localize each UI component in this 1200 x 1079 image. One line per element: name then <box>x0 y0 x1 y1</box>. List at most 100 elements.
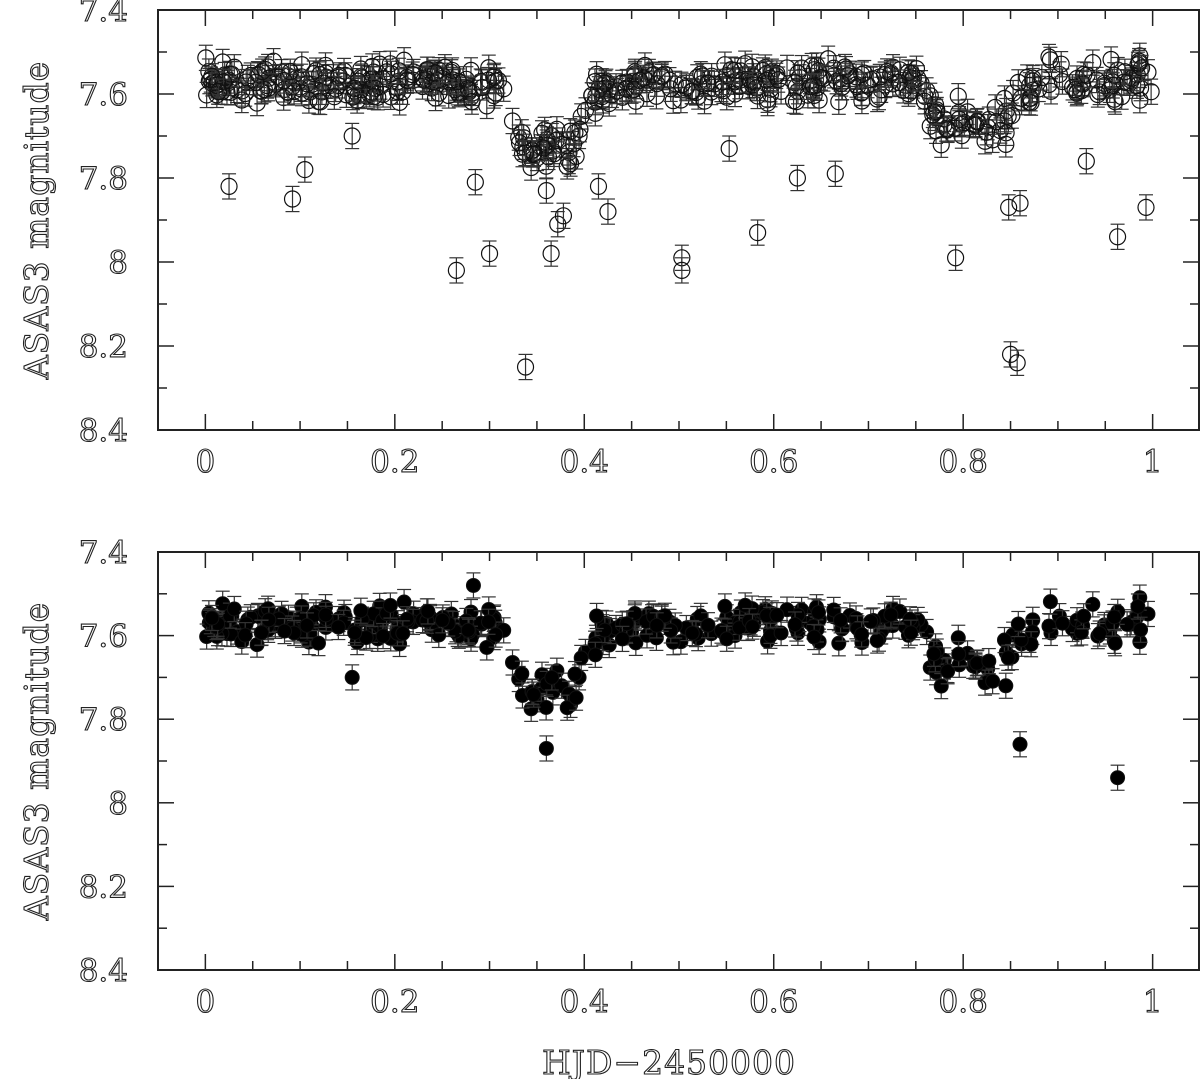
data-point <box>1042 82 1060 100</box>
x-tick-label: 1 <box>1143 444 1163 480</box>
data-point <box>673 261 691 279</box>
data-point <box>1102 50 1120 69</box>
data-point <box>717 598 733 614</box>
data-point <box>981 653 997 669</box>
data-point <box>719 631 735 647</box>
data-point <box>947 249 965 267</box>
data-point <box>757 71 776 89</box>
y-tick-label: 8.2 <box>79 329 128 365</box>
data-point <box>1106 609 1122 625</box>
data-point <box>544 669 560 685</box>
data-point <box>699 74 717 92</box>
data-point <box>737 597 753 613</box>
data-point <box>365 88 383 106</box>
data-point <box>481 614 497 630</box>
data-point <box>587 647 603 663</box>
data-point <box>460 81 478 99</box>
data-point <box>819 50 837 68</box>
data-point <box>237 627 253 643</box>
x-tick-label: 0.8 <box>939 444 988 480</box>
data-point <box>1052 55 1070 73</box>
data-point <box>283 190 302 208</box>
data-point <box>434 612 450 628</box>
data-point <box>951 646 967 662</box>
data-point <box>634 69 653 87</box>
data-point <box>503 112 522 130</box>
data-point <box>653 68 671 86</box>
data-point <box>932 136 950 154</box>
data-point <box>613 88 632 106</box>
data-point <box>693 67 711 85</box>
data-point <box>915 92 934 110</box>
data-point <box>344 669 360 685</box>
y-tick-label: 8 <box>108 245 128 281</box>
data-point <box>415 71 433 89</box>
data-point <box>210 83 228 101</box>
top-panel: 0 0.2 0.4 0.6 0.8 1 7.4 7.6 7.8 8 8.2 8.4 ASAS3 magn… <box>16 0 1200 481</box>
data-point <box>516 144 535 162</box>
data-point <box>1066 81 1084 99</box>
y-tick-label: 7.4 <box>79 535 128 571</box>
data-point <box>921 87 939 105</box>
data-point <box>940 663 956 679</box>
data-point <box>627 606 643 622</box>
data-point <box>812 68 830 87</box>
data-point <box>619 616 635 632</box>
data-point <box>726 61 744 79</box>
data-point <box>692 65 710 83</box>
data-point <box>1042 594 1058 610</box>
data-point <box>833 612 849 628</box>
data-point <box>214 73 233 91</box>
data-point <box>625 80 643 99</box>
y-tick-label: 7.6 <box>79 619 128 655</box>
x-tick-label: 0.6 <box>749 444 798 480</box>
data-point <box>1012 736 1028 752</box>
data-point <box>525 145 543 163</box>
data-point <box>977 123 996 141</box>
data-point <box>998 678 1014 694</box>
data-point <box>907 60 926 78</box>
data-point <box>538 136 557 154</box>
data-point <box>730 77 748 95</box>
data-point <box>869 633 885 649</box>
data-point <box>381 55 399 73</box>
data-point <box>789 64 807 82</box>
data-point <box>1054 615 1070 631</box>
data-point <box>695 92 714 110</box>
y-axis-title: ASAS3 magnitude <box>17 602 56 921</box>
data-point <box>285 82 303 100</box>
data-point <box>296 161 314 179</box>
data-point <box>313 83 331 101</box>
data-point <box>526 687 542 703</box>
data-point <box>1033 68 1051 87</box>
data-point <box>554 207 573 225</box>
data-point <box>560 152 578 170</box>
data-point <box>318 607 334 623</box>
data-point <box>349 72 367 90</box>
data-point <box>1000 650 1016 666</box>
data-point <box>720 140 738 158</box>
data-point <box>204 610 220 626</box>
data-point <box>788 169 807 187</box>
data-point <box>247 73 265 91</box>
data-point <box>1041 51 1060 69</box>
data-point <box>1040 75 1058 94</box>
x-tick-label: 0.6 <box>749 984 798 1020</box>
data-point <box>772 82 790 100</box>
data-point <box>985 673 1001 689</box>
data-point <box>463 93 481 111</box>
data-point <box>1076 608 1092 624</box>
data-point <box>883 607 899 623</box>
data-point <box>404 66 422 84</box>
data-point <box>801 78 820 96</box>
data-point <box>254 625 270 641</box>
x-tick-label: 0.4 <box>560 984 609 1020</box>
data-point <box>535 139 553 157</box>
data-point <box>586 72 604 91</box>
data-point <box>583 86 601 104</box>
data-point <box>767 67 785 85</box>
y-tick-label: 8.2 <box>79 869 128 905</box>
data-point <box>773 625 789 641</box>
y-tick-label: 8.4 <box>79 953 128 989</box>
data-point <box>748 87 767 105</box>
